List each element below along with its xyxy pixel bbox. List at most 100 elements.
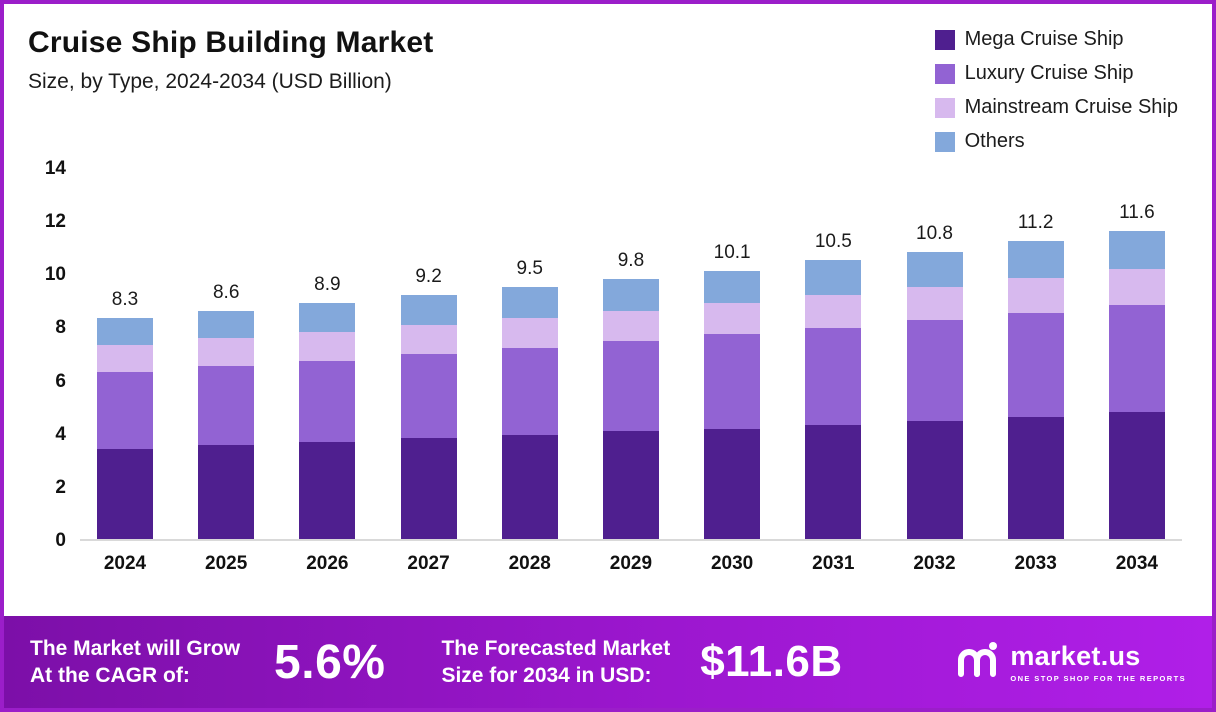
bar-segment-mainstream-cruise-ship bbox=[198, 338, 255, 367]
forecast-label-line1: The Forecasted Market bbox=[441, 636, 671, 660]
bar-total-label: 10.5 bbox=[814, 231, 852, 253]
y-axis-label: 6 bbox=[55, 370, 66, 392]
bar-segment-luxury-cruise-ship bbox=[704, 334, 761, 429]
bar-total-label: 8.3 bbox=[111, 289, 139, 311]
bar-segment-mega-cruise-ship bbox=[906, 420, 963, 539]
y-axis-label: 0 bbox=[55, 530, 66, 551]
bar-group: 9.5 bbox=[495, 258, 565, 539]
bar-total-label: 10.8 bbox=[916, 223, 953, 245]
bar-segment-mainstream-cruise-ship bbox=[906, 286, 963, 320]
bar-segment-mega-cruise-ship bbox=[704, 428, 761, 539]
bar-segment-luxury-cruise-ship bbox=[602, 341, 659, 432]
header: Cruise Ship Building Market Size, by Typ… bbox=[4, 4, 1212, 153]
bar-segment-mainstream-cruise-ship bbox=[1108, 268, 1165, 306]
bar-segment-mega-cruise-ship bbox=[1108, 411, 1165, 539]
bar-segment-mega-cruise-ship bbox=[501, 435, 558, 539]
bar-segment-others bbox=[906, 252, 963, 287]
forecast-value: $11.6B bbox=[700, 637, 843, 686]
cagr-label-line1: The Market will Grow bbox=[30, 636, 241, 660]
legend-label: Mega Cruise Ship bbox=[964, 28, 1124, 50]
legend-label: Luxury Cruise Ship bbox=[964, 62, 1134, 84]
x-axis-label: 2029 bbox=[609, 553, 653, 574]
bar-group: 10.8 bbox=[900, 223, 970, 539]
legend-item: Mainstream Cruise Ship bbox=[934, 96, 1178, 119]
bar-segment-others bbox=[400, 294, 457, 326]
x-axis-label: 2031 bbox=[812, 553, 855, 574]
bar-total-label: 9.5 bbox=[516, 257, 543, 279]
bar-segment-luxury-cruise-ship bbox=[299, 361, 356, 442]
bar-segment-mega-cruise-ship bbox=[1007, 416, 1064, 539]
bar-group: 11.6 bbox=[1102, 202, 1172, 539]
bar-total-label: 8.6 bbox=[212, 281, 240, 303]
bar-segment-others bbox=[97, 318, 153, 346]
x-axis-label: 2034 bbox=[1115, 553, 1159, 574]
bar-group: 10.5 bbox=[798, 231, 868, 539]
bar-segment-mega-cruise-ship bbox=[805, 424, 862, 539]
bar-segment-others bbox=[198, 310, 255, 339]
forecast-label-line2: Size for 2034 in USD: bbox=[441, 664, 652, 687]
bar-group: 9.8 bbox=[596, 250, 666, 539]
bar-segment-others bbox=[1007, 241, 1064, 279]
bar-segment-mainstream-cruise-ship bbox=[704, 303, 761, 335]
bar-segment-mainstream-cruise-ship bbox=[1007, 278, 1064, 314]
bar-total-label: 11.6 bbox=[1119, 201, 1155, 223]
bar-total-label: 9.8 bbox=[617, 249, 645, 271]
x-axis-label: 2028 bbox=[508, 553, 551, 574]
bar-segment-mainstream-cruise-ship bbox=[501, 317, 558, 348]
bar-total-label: 10.1 bbox=[713, 241, 751, 263]
y-axis: 0 2 4 6 8 10 12 14 bbox=[28, 158, 80, 551]
y-axis-label: 12 bbox=[44, 211, 66, 233]
banner: The Market will Grow At the CAGR of: 5.6… bbox=[4, 616, 1212, 708]
bar-segment-luxury-cruise-ship bbox=[400, 354, 457, 438]
x-axis-label: 2032 bbox=[913, 553, 956, 574]
bar-segment-others bbox=[602, 278, 659, 311]
bar-segment-luxury-cruise-ship bbox=[906, 319, 963, 421]
legend-item: Others bbox=[934, 130, 1178, 153]
x-axis: 2024 2025 2026 2027 2028 2029 2030 2031 2032 2033… bbox=[80, 541, 1182, 575]
x-axis-label: 2026 bbox=[306, 553, 349, 574]
legend-item: Luxury Cruise Ship bbox=[934, 62, 1178, 85]
bar-segment-mega-cruise-ship bbox=[602, 431, 659, 539]
brand-name: market.us bbox=[1010, 641, 1141, 671]
bar-total-label: 11.2 bbox=[1017, 212, 1054, 234]
y-axis-label: 10 bbox=[44, 264, 66, 286]
x-axis-label: 2025 bbox=[205, 553, 248, 574]
bar-group: 9.2 bbox=[394, 266, 464, 539]
cagr-label-line2: At the CAGR of: bbox=[30, 664, 190, 687]
y-axis-label: 4 bbox=[55, 423, 66, 445]
bar-segment-others bbox=[805, 260, 862, 295]
cagr-value: 5.6% bbox=[274, 635, 386, 689]
legend-swatch bbox=[934, 63, 955, 84]
y-axis-label: 2 bbox=[55, 476, 66, 498]
bar-segment-mainstream-cruise-ship bbox=[97, 345, 153, 372]
bar-segment-others bbox=[1108, 230, 1165, 269]
bar-segment-luxury-cruise-ship bbox=[97, 371, 153, 449]
bar-total-label: 9.2 bbox=[415, 265, 442, 287]
bar-group: 8.6 bbox=[191, 282, 261, 539]
legend-swatch bbox=[934, 97, 955, 118]
legend-item: Mega Cruise Ship bbox=[934, 28, 1178, 51]
plot-area: 8.3 8.6 8.9 9.2 9.5 9.8 10.1 10.5 10.8 11.2 11.6 bbox=[80, 169, 1182, 541]
bar-segment-mega-cruise-ship bbox=[400, 438, 457, 539]
bar-total-label: 8.9 bbox=[314, 273, 341, 295]
bar-segment-mega-cruise-ship bbox=[198, 444, 255, 539]
bar-segment-others bbox=[704, 270, 761, 304]
bar-segment-mainstream-cruise-ship bbox=[299, 331, 356, 361]
x-axis-label: 2033 bbox=[1014, 553, 1057, 574]
legend-swatch bbox=[934, 131, 955, 152]
forecast-label: The Forecasted Market Size for 2034 in U… bbox=[441, 635, 670, 690]
bar-segment-mega-cruise-ship bbox=[97, 448, 153, 539]
bar-segment-luxury-cruise-ship bbox=[198, 366, 255, 445]
bar-group: 8.9 bbox=[292, 274, 362, 539]
chart: 0 2 4 6 8 10 12 14 8.3 8.6 8.9 9.2 9.5 9.8 10.1 10.5 10… bbox=[4, 153, 1212, 575]
x-axis-label: 2027 bbox=[407, 553, 450, 574]
x-axis-label: 2030 bbox=[710, 553, 754, 574]
bar-group: 11.2 bbox=[1001, 212, 1071, 539]
bar-segment-mega-cruise-ship bbox=[299, 442, 356, 539]
bar-segment-others bbox=[299, 302, 356, 332]
marketus-logo-icon bbox=[952, 636, 1000, 689]
bar-segment-mainstream-cruise-ship bbox=[400, 325, 457, 355]
page-subtitle: Size, by Type, 2024-2034 (USD Billion) bbox=[28, 70, 392, 93]
brand-tagline: ONE STOP SHOP FOR THE REPORTS bbox=[1010, 674, 1186, 683]
